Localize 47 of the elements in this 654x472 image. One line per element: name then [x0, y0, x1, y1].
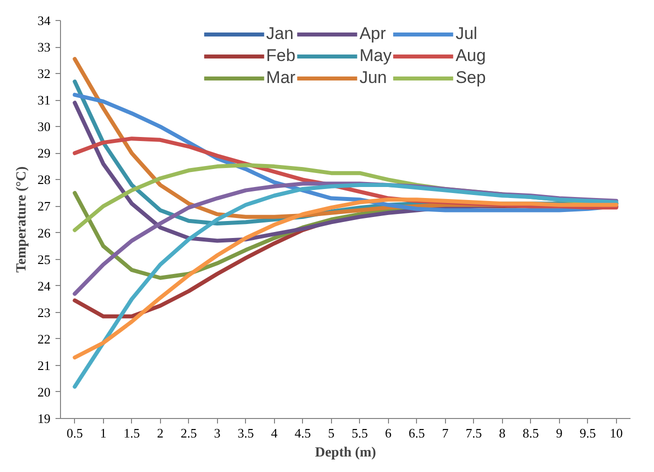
y-axis-title: Temperature (°C) [14, 166, 30, 273]
x-tick-label: 7 [442, 426, 449, 440]
y-tick-label: 33 [38, 40, 50, 55]
legend-label: Mar [266, 68, 296, 88]
y-tick-label: 27 [38, 198, 51, 214]
y-tick-label: 26 [38, 225, 51, 240]
x-tick-label: 1 [100, 426, 106, 440]
y-tick-label: 22 [38, 331, 50, 346]
y-tick-label: 19 [38, 411, 50, 426]
x-tick-label: 3 [214, 426, 220, 440]
x-tick-label: 6 [385, 426, 392, 440]
x-tick-label: 3.5 [238, 426, 254, 440]
y-tick-label: 25 [38, 252, 50, 267]
x-tick-label: 5.5 [352, 426, 368, 440]
y-tick-label: 23 [38, 304, 50, 320]
legend-label: Jul [456, 24, 478, 44]
legend-label: Feb [266, 46, 296, 66]
y-tick-label: 30 [38, 119, 50, 134]
legend-label: Apr [359, 24, 386, 44]
x-tick-label: 8.5 [522, 426, 539, 440]
legend-label: Jan [266, 24, 294, 44]
x-tick-label: 8 [499, 426, 506, 440]
legend-label: Aug [456, 46, 486, 66]
y-tick-label: 21 [38, 358, 50, 373]
y-tick-label: 29 [38, 146, 50, 161]
x-tick-label: 9 [556, 426, 562, 440]
x-tick-label: 6.5 [408, 426, 425, 440]
x-tick-label: 0.5 [66, 426, 83, 440]
y-tick-label: 34 [38, 13, 51, 28]
legend-label: Jun [359, 68, 387, 88]
x-tick-label: 4.5 [294, 426, 311, 440]
x-tick-label: 2 [157, 426, 164, 440]
x-tick-label: 7.5 [466, 426, 482, 440]
legend-label: May [359, 46, 392, 66]
y-tick-label: 20 [38, 384, 50, 400]
x-tick-label: 1.5 [124, 426, 140, 440]
y-tick-label: 28 [38, 172, 50, 188]
x-tick-label: 9.5 [580, 426, 596, 440]
x-tick-label: 10 [610, 426, 623, 440]
x-tick-label: 4 [271, 426, 278, 440]
x-axis-title: Depth (m) [314, 446, 376, 460]
y-tick-label: 31 [38, 92, 50, 108]
y-tick-label: 24 [38, 278, 51, 294]
x-tick-label: 2.5 [180, 426, 197, 440]
y-tick-label: 32 [38, 66, 50, 82]
legend-label: Sep [456, 68, 486, 88]
x-tick-label: 5 [328, 426, 334, 440]
